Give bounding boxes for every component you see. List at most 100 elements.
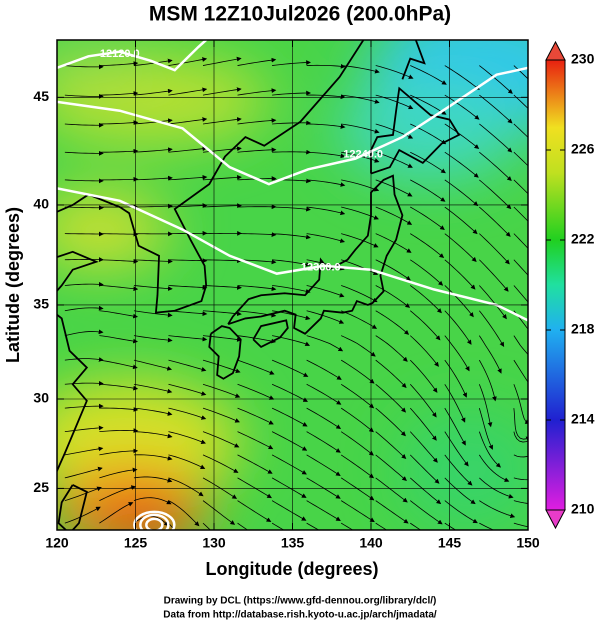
streamline (513, 408, 528, 442)
streamline (479, 310, 505, 347)
streamline (513, 179, 528, 195)
streamline (99, 258, 139, 264)
streamline (271, 500, 307, 521)
streamlines (64, 56, 528, 530)
streamline (513, 522, 528, 528)
coastline (401, 40, 426, 80)
streamline (410, 94, 447, 115)
streamline (513, 384, 528, 424)
streamline (340, 407, 374, 433)
streamline (271, 477, 307, 498)
streamline (202, 285, 242, 290)
streamline (271, 359, 309, 377)
streamline (513, 454, 528, 458)
streamline (168, 454, 206, 469)
y-tick-label: 35 (33, 296, 49, 312)
streamline (340, 431, 374, 456)
coastline (57, 250, 99, 473)
streamline (133, 258, 173, 264)
streamline (133, 476, 173, 483)
contour-line (145, 517, 164, 530)
streamline (513, 94, 528, 109)
streamline (133, 359, 173, 371)
contours: 12120.0 12240.0 12360.0 (57, 40, 528, 530)
streamline (409, 384, 437, 418)
streamline (444, 522, 457, 530)
streamline (133, 58, 173, 66)
x-tick-label: 150 (516, 535, 540, 551)
streamline (168, 57, 208, 66)
colorbar-tick-label: 214 (571, 411, 595, 427)
streamline (513, 233, 528, 249)
streamline (133, 310, 173, 318)
streamline (168, 285, 208, 290)
streamline (202, 477, 238, 499)
streamline (306, 123, 346, 129)
streamline (99, 90, 139, 96)
streamline (444, 384, 466, 423)
streamline (444, 151, 479, 178)
streamline (237, 500, 272, 522)
streamline (202, 87, 242, 96)
streamline (168, 359, 207, 372)
colorbar-extend-top (545, 40, 566, 61)
streamline (409, 454, 440, 484)
streamline (64, 122, 104, 128)
streamline (409, 477, 442, 505)
streamline (64, 403, 104, 409)
streamline (513, 123, 528, 138)
streamline (375, 477, 408, 503)
streamline (306, 151, 346, 159)
streamline (202, 56, 242, 66)
streamline (306, 94, 346, 100)
streamline (341, 65, 380, 74)
streamline (341, 310, 378, 329)
streamline (272, 149, 312, 155)
streamline (133, 335, 173, 343)
streamline (375, 259, 411, 281)
streamline (64, 466, 103, 479)
y-axis-label: Latitude (degrees) (3, 207, 23, 363)
streamline (237, 118, 277, 125)
streamline (306, 63, 346, 69)
streamline (133, 147, 173, 153)
streamline (168, 500, 200, 527)
contour-label: 12120.0 (100, 48, 140, 60)
streamline (64, 205, 104, 211)
streamline (202, 359, 241, 374)
streamline (479, 477, 514, 499)
streamline (168, 117, 208, 125)
streamline (341, 233, 379, 248)
streamline (513, 500, 528, 504)
streamline (272, 310, 311, 321)
streamline (410, 206, 445, 231)
streamline (478, 335, 502, 374)
streamline (375, 310, 410, 335)
streamline (306, 233, 346, 243)
streamline (306, 431, 341, 453)
streamline (375, 65, 414, 79)
x-tick-label: 145 (438, 535, 462, 551)
streamline (99, 310, 139, 319)
streamline (237, 454, 273, 474)
streamline (444, 65, 480, 90)
streamline (306, 310, 345, 324)
streamline (202, 383, 241, 398)
streamline (272, 335, 311, 346)
contour-label: 12240.0 (343, 148, 383, 160)
streamline (513, 206, 528, 222)
streamline (375, 407, 406, 437)
colorbar-body (545, 59, 566, 511)
streamline (237, 407, 274, 425)
streamline (168, 146, 208, 153)
streamline (410, 65, 447, 85)
streamline (410, 179, 446, 202)
colorbar-tick-label: 230 (571, 51, 595, 67)
streamline (99, 148, 139, 154)
streamline (99, 335, 138, 344)
streamline (168, 335, 208, 342)
streamline (99, 383, 139, 391)
coastline (227, 174, 404, 335)
streamline (341, 206, 379, 220)
